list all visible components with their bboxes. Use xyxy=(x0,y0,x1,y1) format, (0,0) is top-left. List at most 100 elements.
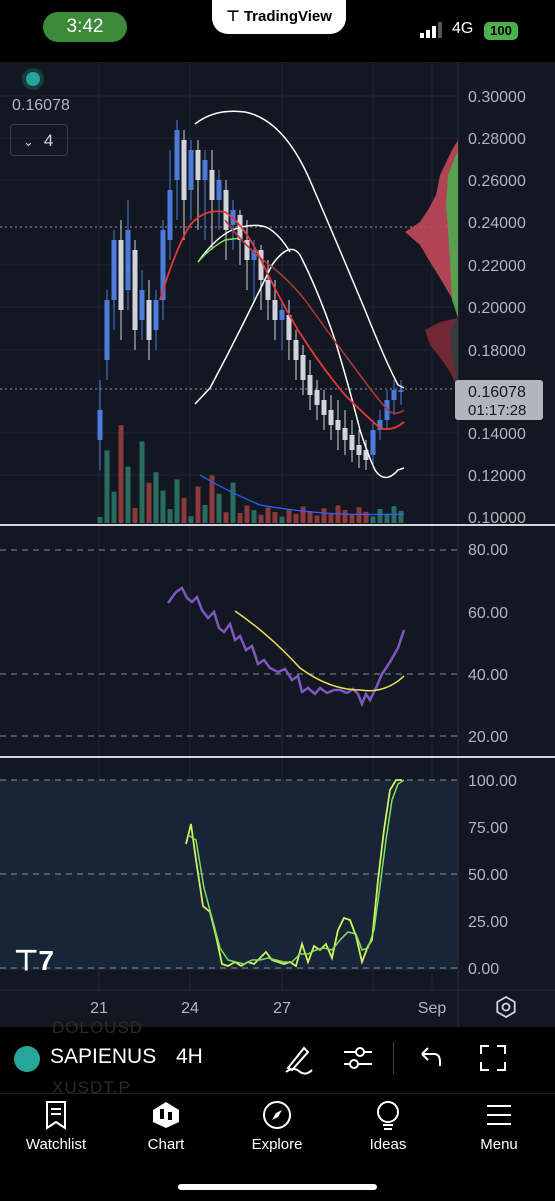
chart-candles-icon xyxy=(153,1102,179,1128)
volume-bar xyxy=(202,505,208,523)
stoch-d-line xyxy=(187,779,405,965)
ghost-symbol-top: DOLOUSD xyxy=(52,1018,144,1037)
candle-body xyxy=(160,230,166,300)
tab-ideas[interactable]: Ideas xyxy=(338,1100,438,1153)
current-price-label: 0.16078 xyxy=(12,97,70,114)
volume-bar xyxy=(377,509,383,523)
undo-icon[interactable] xyxy=(412,1040,448,1076)
rsi-axis-label: 60.00 xyxy=(468,605,508,622)
app-banner[interactable]: ⊤ TradingView xyxy=(212,0,346,34)
candle-body xyxy=(223,190,229,230)
volume-profile xyxy=(405,140,458,318)
tab-label: Chart xyxy=(147,1136,185,1153)
candle-body xyxy=(314,390,320,405)
volume-bar xyxy=(230,482,236,523)
tradingview-logo-icon: ⊤ xyxy=(226,7,240,25)
candle-body xyxy=(195,150,201,180)
volume-bar xyxy=(251,510,257,523)
tab-explore[interactable]: Explore xyxy=(227,1100,327,1153)
time-axis-label: Sep xyxy=(418,1000,447,1017)
candle-body xyxy=(384,400,390,420)
candle-body xyxy=(188,150,194,190)
chart-toolbar xyxy=(0,1027,555,1093)
status-bar: 3:42 ⊤ TradingView 4G 100 xyxy=(0,0,555,62)
volume-bar xyxy=(111,491,117,523)
ghost-symbol-bottom: XUSDT.P xyxy=(52,1078,131,1097)
tab-watchlist[interactable]: Watchlist xyxy=(6,1100,106,1153)
indicators-icon[interactable] xyxy=(340,1040,376,1076)
volume-bar xyxy=(118,425,124,523)
volume-bar xyxy=(363,511,369,523)
rsi-pane[interactable] xyxy=(0,527,458,756)
volume-bar xyxy=(97,517,103,523)
live-indicator-icon xyxy=(26,72,40,86)
price-axis-label: 0.12000 xyxy=(468,468,526,485)
stoch-axis-label: 25.00 xyxy=(468,914,508,931)
volume-bar xyxy=(181,497,187,523)
tradingview-watermark-icon: ⊤7 xyxy=(14,945,54,976)
candle-body xyxy=(300,355,306,380)
volume-bar xyxy=(384,513,390,523)
rsi-axis-label: 40.00 xyxy=(468,667,508,684)
symbol-button[interactable]: SAPIENUS xyxy=(50,1045,157,1068)
volume-ma-line xyxy=(199,474,405,516)
price-axis-label: 0.18000 xyxy=(468,343,526,360)
network-label: 4G xyxy=(452,20,474,37)
candle-body xyxy=(244,240,250,260)
bookmark-icon xyxy=(46,1101,66,1130)
candle-body xyxy=(391,390,397,400)
rsi-axis-label: 20.00 xyxy=(468,729,508,746)
last-price-tag[interactable] xyxy=(455,380,543,420)
time-axis-label: 27 xyxy=(273,1000,291,1017)
candle-body xyxy=(202,160,208,180)
stoch-axis-label: 0.00 xyxy=(468,961,499,978)
drawing-tool-icon[interactable] xyxy=(280,1040,316,1076)
candle-body xyxy=(377,420,383,430)
volume-bar xyxy=(104,450,110,523)
volume-bar xyxy=(370,516,376,523)
candle-body xyxy=(132,250,138,330)
candlesticks xyxy=(97,120,404,470)
indicator-count: 4 xyxy=(43,131,54,150)
fullscreen-icon[interactable] xyxy=(475,1040,511,1076)
volume-bar xyxy=(153,472,159,523)
candle-body xyxy=(118,240,124,310)
candle-body xyxy=(125,230,131,290)
volume-bar xyxy=(223,512,229,523)
candle-body xyxy=(293,340,299,360)
toolbar-divider xyxy=(393,1042,394,1074)
volume-bar xyxy=(321,508,327,523)
candle-body xyxy=(153,300,159,330)
candle-body xyxy=(307,375,313,395)
lower-band-line xyxy=(194,248,405,479)
compass-icon xyxy=(263,1101,291,1129)
price-axis-label: 0.26000 xyxy=(468,173,526,190)
time-axis-label: 24 xyxy=(181,1000,199,1017)
volume-bar xyxy=(342,510,348,523)
price-axis-label: 0.30000 xyxy=(468,89,526,106)
volume-bar xyxy=(216,493,222,523)
chart-area[interactable]: ⊤7 0.30000 0.28000 0.26000 0.24000 0.220… xyxy=(0,62,555,1027)
candle-body xyxy=(174,130,180,180)
volume-bars xyxy=(97,425,404,523)
price-pane[interactable] xyxy=(0,62,458,524)
candle-body xyxy=(356,445,362,455)
collapse-indicators-button[interactable]: ⌄ 4 xyxy=(10,124,68,156)
chart-settings-icon[interactable] xyxy=(496,995,516,1019)
volume-bar xyxy=(272,512,278,523)
status-time[interactable]: 3:42 xyxy=(43,12,127,42)
tab-bar xyxy=(0,1093,555,1201)
candle-body xyxy=(139,290,145,320)
interval-button[interactable]: 4H xyxy=(176,1045,203,1068)
chart-canvas[interactable]: ⊤7 0.30000 0.28000 0.26000 0.24000 0.220… xyxy=(0,62,555,1027)
bar-countdown: 01:17:28 xyxy=(468,402,526,419)
tab-chart[interactable]: Chart xyxy=(116,1100,216,1153)
ma-red-line xyxy=(159,210,405,431)
tab-label: Explore xyxy=(251,1136,303,1153)
candle-body xyxy=(167,190,173,240)
symbol-logo-icon[interactable] xyxy=(14,1046,40,1072)
tab-label: Watchlist xyxy=(25,1136,87,1153)
candle-body xyxy=(286,315,292,340)
tab-menu[interactable]: Menu xyxy=(449,1100,549,1153)
chevron-down-icon: ⌄ xyxy=(23,135,34,150)
